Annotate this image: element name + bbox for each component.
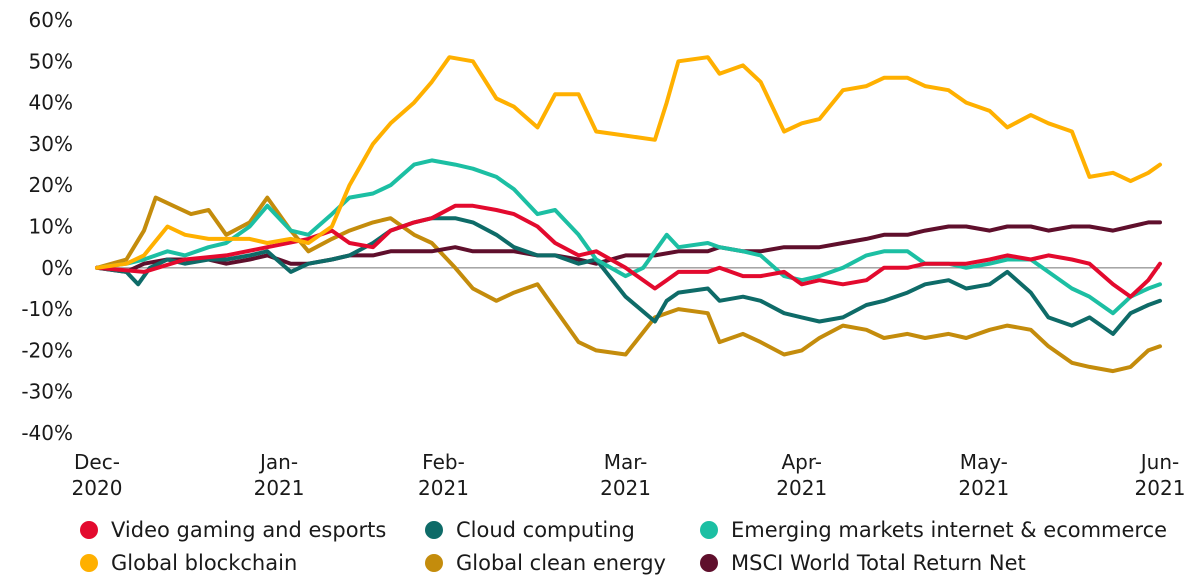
series-lines	[95, 55, 1162, 374]
y-tick-label: -30%	[21, 380, 73, 404]
legend-swatch	[700, 521, 718, 539]
series-line-video-gaming-and-esports	[95, 203, 1162, 299]
y-tick-label: 10%	[29, 215, 73, 239]
series-line-msci-world-total-return-net	[95, 220, 1162, 274]
x-tick-label: May-	[960, 450, 1008, 474]
y-tick-label: 20%	[29, 173, 73, 197]
legend-swatch	[425, 521, 443, 539]
legend-item: Global blockchain	[80, 550, 297, 576]
x-tick-label: Apr-	[781, 450, 822, 474]
y-tick-label: 60%	[29, 8, 73, 32]
x-tick-label: 2021	[600, 476, 651, 500]
x-tick-label: 2021	[776, 476, 827, 500]
y-tick-label: -40%	[21, 421, 73, 445]
legend-label: MSCI World Total Return Net	[731, 551, 1026, 575]
series-line-cloud-computing	[95, 216, 1162, 336]
x-tick-label: Jan-	[258, 450, 298, 474]
x-tick-label: Mar-	[604, 450, 648, 474]
legend-label: Global clean energy	[456, 551, 666, 575]
y-axis: 60% 50% 40% 30% 20% 10% 0% -10% -20% -30% -40%	[21, 8, 73, 445]
series-line-global-blockchain	[95, 55, 1162, 270]
legend-label: Global blockchain	[111, 551, 298, 575]
x-tick-label: Feb-	[422, 450, 465, 474]
legend-label: Video gaming and esports	[111, 518, 387, 542]
y-tick-label: 50%	[29, 49, 73, 73]
x-tick-label: 2021	[958, 476, 1009, 500]
y-tick-label: -20%	[21, 338, 73, 362]
legend-swatch	[700, 554, 718, 572]
legend-item: Video gaming and esports	[80, 517, 386, 543]
x-tick-label: 2021	[418, 476, 469, 500]
legend: Video gaming and esports Cloud computing E…	[0, 514, 1200, 584]
y-tick-label: 0%	[41, 256, 73, 280]
x-tick-label: Dec-	[74, 450, 120, 474]
y-tick-label: -10%	[21, 297, 73, 321]
legend-label: Emerging markets internet & ecommerce	[731, 518, 1168, 542]
legend-label: Cloud computing	[456, 518, 635, 542]
line-chart: 60% 50% 40% 30% 20% 10% 0% -10% -20% -30% -40% Dec…	[21, 8, 1186, 500]
legend-item: Global clean energy	[425, 550, 666, 576]
x-tick-label: 2021	[254, 476, 305, 500]
legend-swatch	[80, 554, 98, 572]
y-tick-label: 30%	[29, 132, 73, 156]
x-tick-label: 2020	[72, 476, 123, 500]
x-tick-label: Jun-	[1139, 450, 1179, 474]
y-tick-label: 40%	[29, 91, 73, 115]
legend-swatch	[80, 521, 98, 539]
x-axis: Dec-2020Jan-2021Feb-2021Mar-2021Apr-2021…	[72, 450, 1186, 500]
legend-item: Cloud computing	[425, 517, 635, 543]
x-tick-label: 2021	[1135, 476, 1186, 500]
series-line-emerging-markets-internet-ecommerce	[95, 158, 1162, 316]
legend-item: MSCI World Total Return Net	[700, 550, 1026, 576]
legend-item: Emerging markets internet & ecommerce	[700, 517, 1167, 543]
legend-swatch	[425, 554, 443, 572]
series-line-global-clean-energy	[95, 195, 1162, 374]
